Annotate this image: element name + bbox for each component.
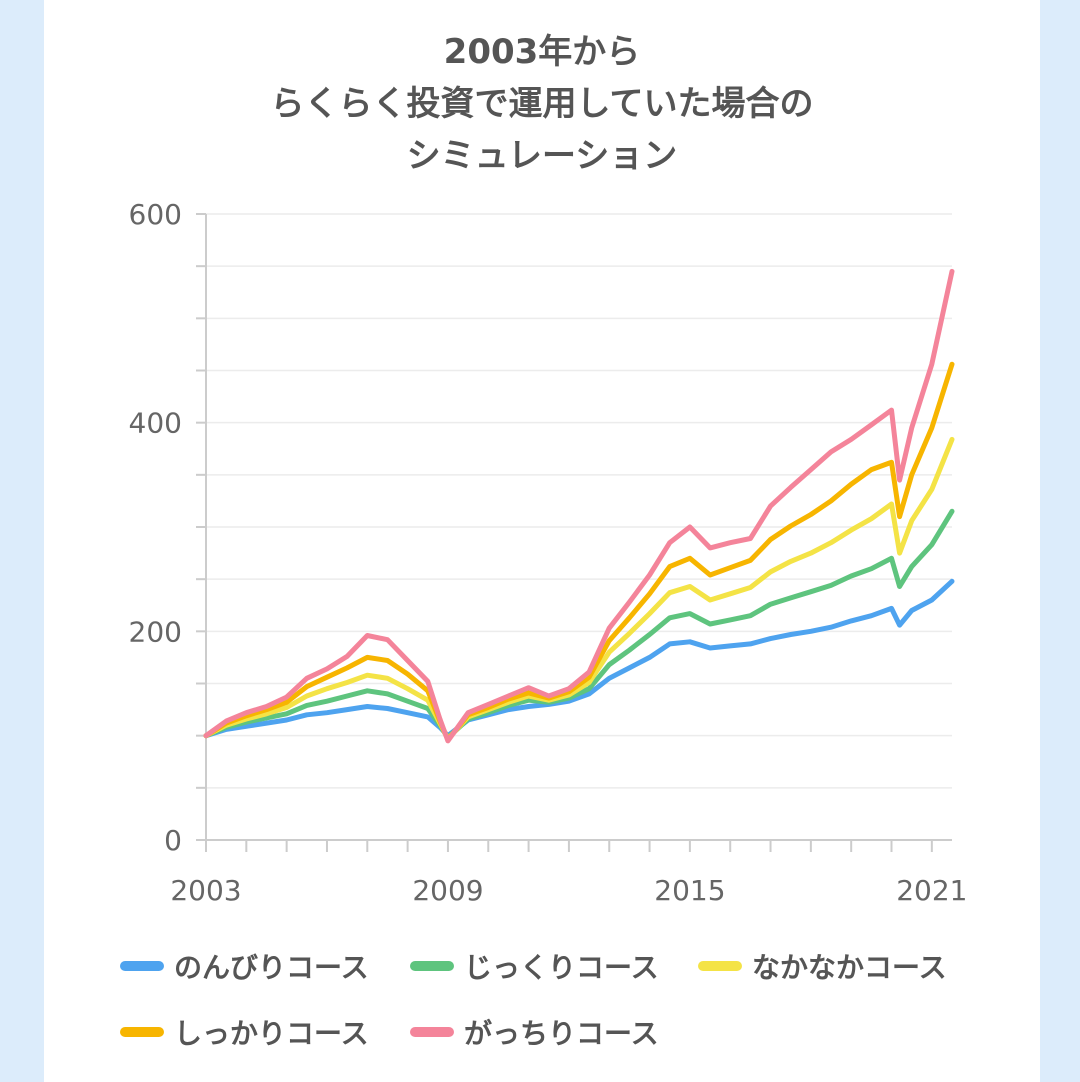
series-line — [203, 578, 955, 739]
legend-swatch — [410, 961, 454, 971]
y-tick-label: 600 — [129, 198, 182, 231]
legend-item: のんびりコース — [120, 946, 369, 986]
legend-swatch — [120, 961, 164, 971]
x-tick-label: 2003 — [170, 874, 241, 907]
series-line — [203, 268, 955, 744]
legend-swatch — [120, 1027, 164, 1037]
x-tick-label: 2009 — [412, 874, 483, 907]
legend-label: のんびりコース — [174, 951, 369, 984]
series-line — [203, 508, 955, 741]
x-tick-label: 2015 — [654, 874, 725, 907]
chart-title-line: らくらく投資で運用していた場合の — [270, 84, 814, 124]
series-line — [203, 436, 955, 742]
x-tick-label: 2021 — [896, 874, 967, 907]
tick-labels: 0 200 400 600 2003 2009 2015 2021 — [129, 198, 968, 907]
y-tick-label: 200 — [129, 615, 182, 648]
series-line — [203, 361, 955, 743]
legend-item: なかなかコース — [698, 946, 947, 986]
legend-label: がっちりコース — [464, 1017, 659, 1050]
chart-title: 2003年から らくらく投資で運用していた場合の シミュレーション — [44, 26, 1040, 182]
chart-title-line: シミュレーション — [406, 136, 678, 176]
series-lines — [203, 268, 955, 744]
axes — [196, 213, 952, 852]
y-tick-label: 400 — [129, 407, 182, 440]
legend-item: じっくりコース — [410, 946, 659, 986]
legend-label: なかなかコース — [752, 951, 947, 984]
grid — [206, 213, 952, 789]
legend-swatch — [698, 961, 742, 971]
legend-label: じっくりコース — [464, 951, 659, 984]
chart-title-line: 2003年から — [443, 32, 641, 72]
legend-item: しっかりコース — [120, 1012, 369, 1052]
chart-card: 0 200 400 600 2003 2009 2015 2021 2003年から らくらく投… — [44, 0, 1040, 1082]
legend-item: がっちりコース — [410, 1012, 659, 1052]
legend-label: しっかりコース — [174, 1017, 369, 1050]
legend-swatch — [410, 1027, 454, 1037]
y-tick-label: 0 — [164, 824, 182, 857]
line-chart: 0 200 400 600 2003 2009 2015 2021 — [129, 198, 968, 907]
